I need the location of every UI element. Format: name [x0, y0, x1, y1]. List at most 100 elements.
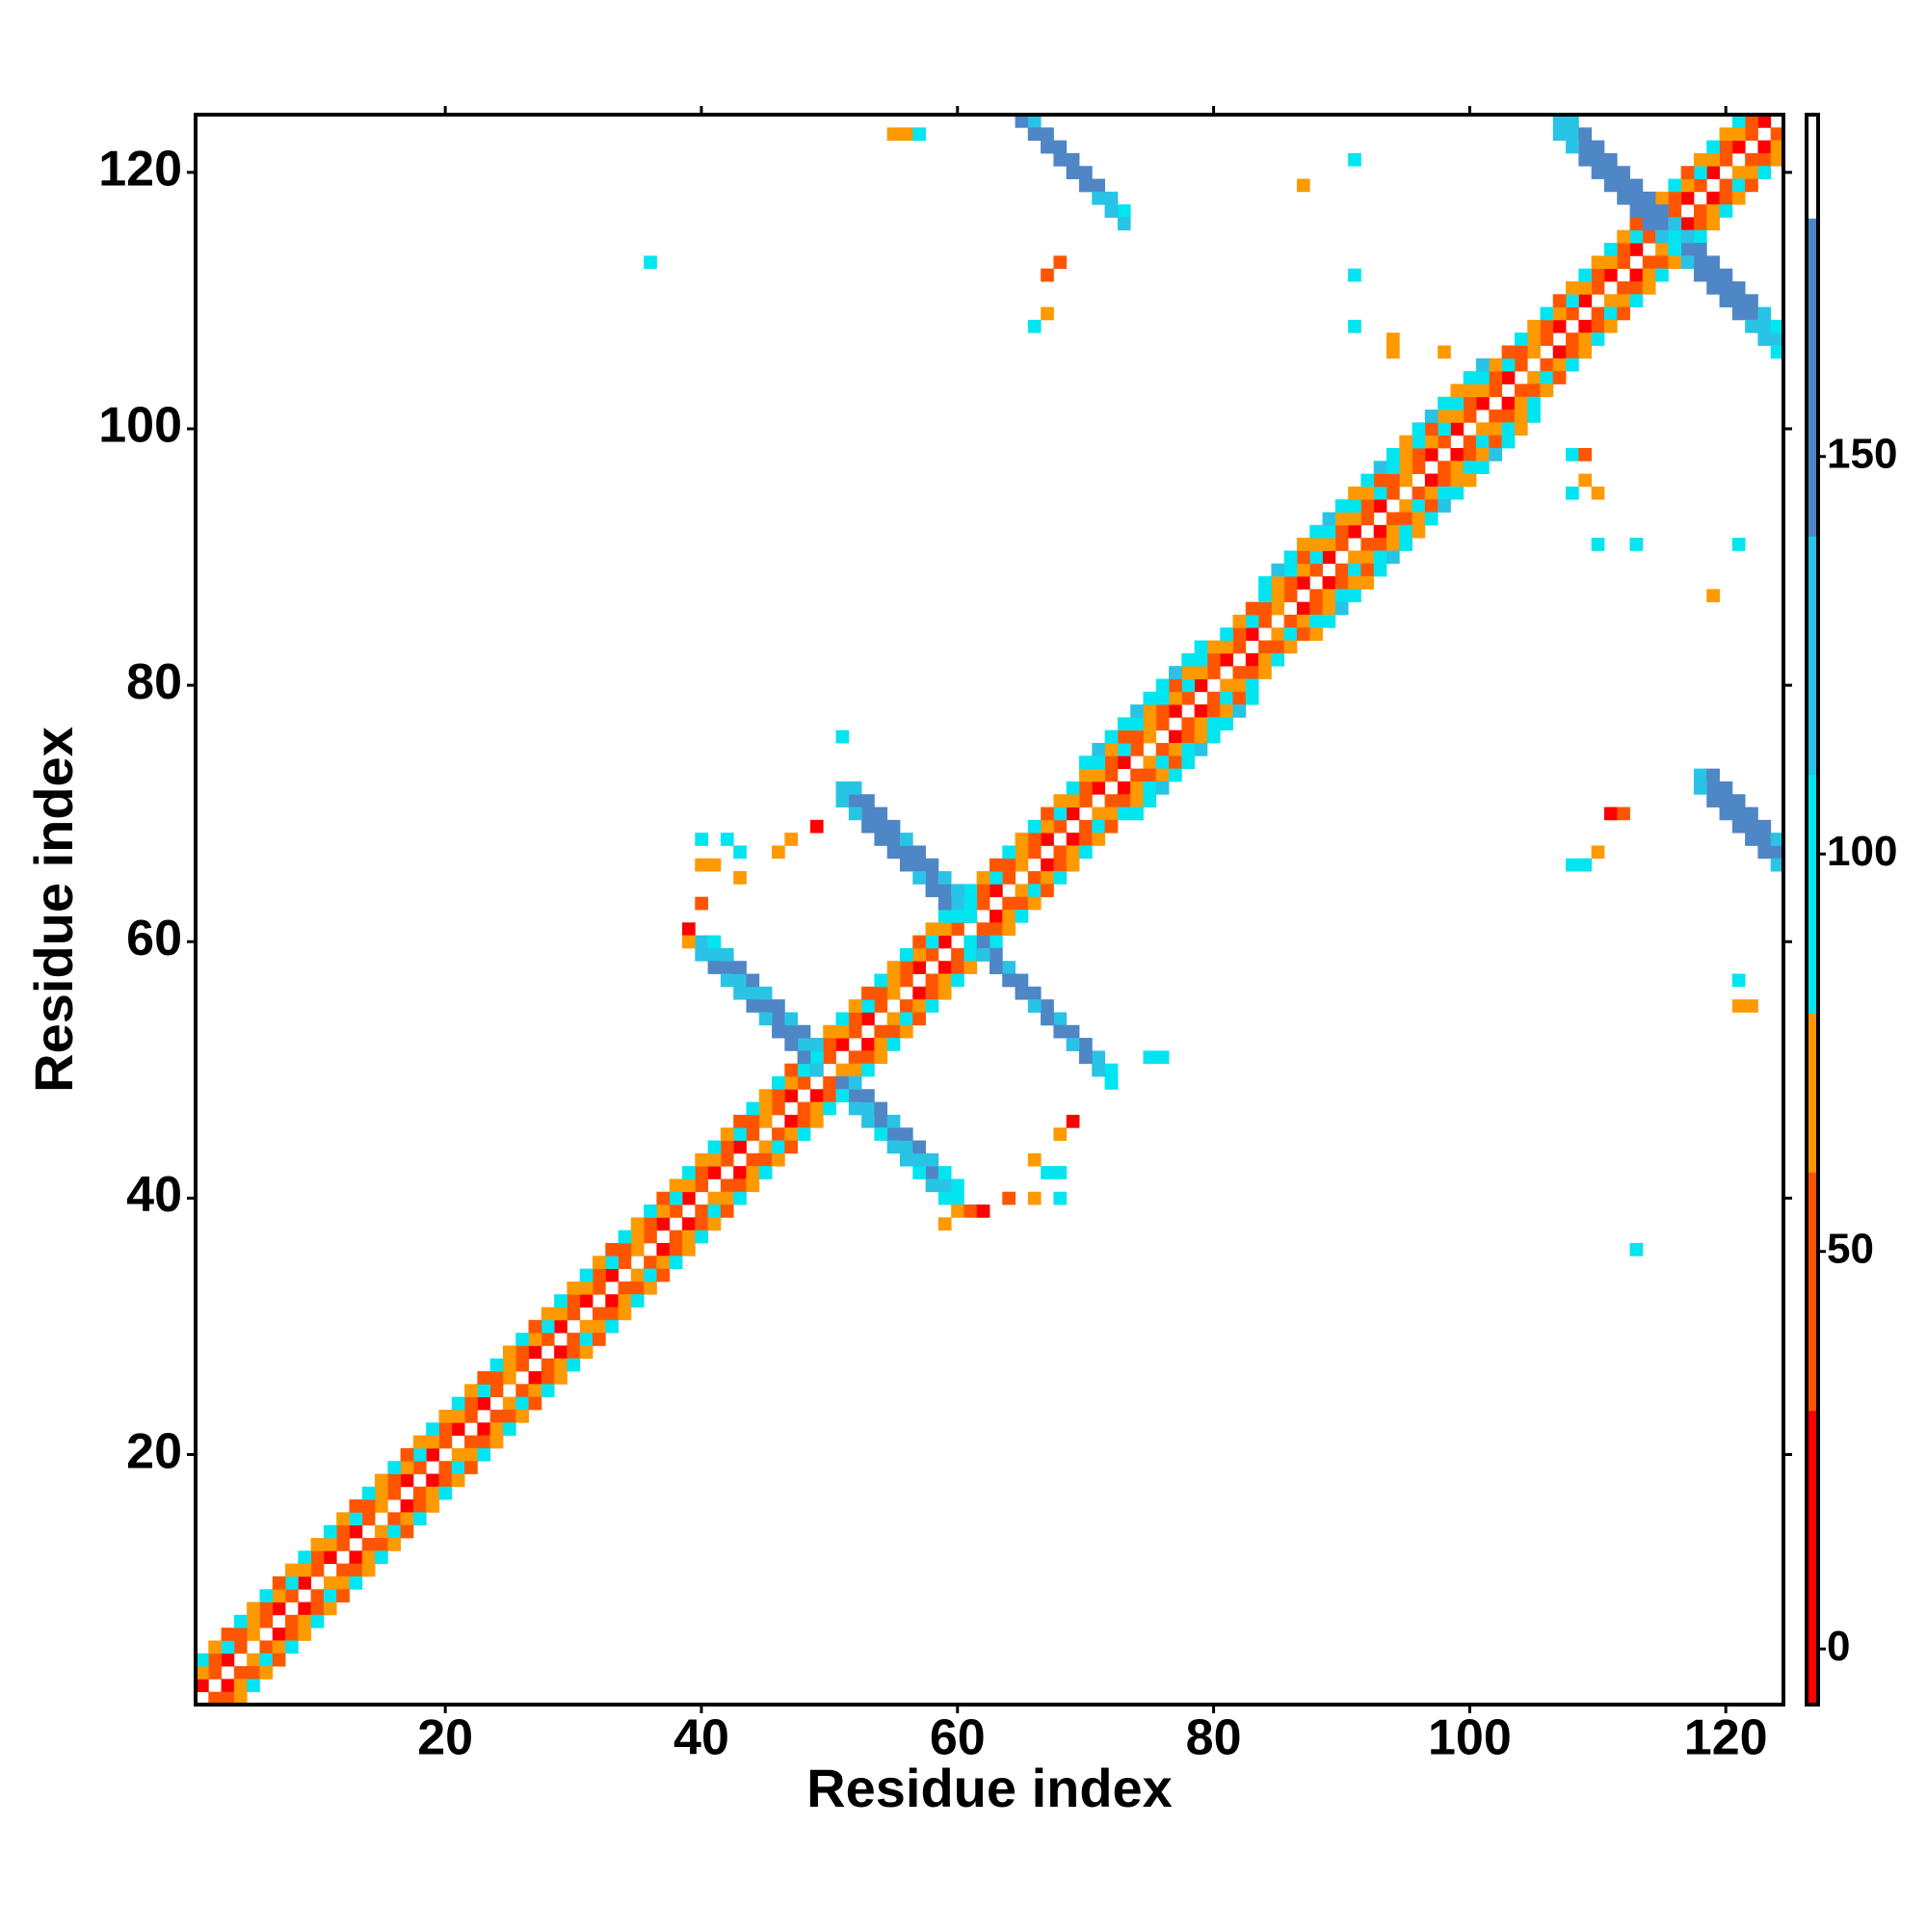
heatmap-cell	[695, 1204, 709, 1218]
heatmap-cell	[1232, 691, 1247, 705]
heatmap-cell	[1027, 127, 1042, 142]
heatmap-cell	[438, 1435, 453, 1449]
heatmap-cell	[1155, 755, 1170, 770]
heatmap-cell	[1680, 255, 1695, 270]
heatmap-cell	[489, 1409, 504, 1423]
heatmap-cell	[1360, 576, 1375, 590]
heatmap-cell	[1438, 499, 1451, 513]
heatmap-cell	[1642, 204, 1656, 218]
heatmap-cell	[1424, 473, 1439, 488]
heatmap-cell	[1578, 140, 1593, 154]
heatmap-cell	[1220, 652, 1233, 667]
heatmap-cell	[208, 1640, 222, 1654]
heatmap-cell	[1386, 486, 1400, 500]
heatmap-cell	[861, 1012, 875, 1026]
heatmap-cell	[886, 1127, 901, 1141]
heatmap-cell	[669, 1242, 683, 1257]
heatmap-cell	[1489, 371, 1503, 384]
heatmap-cell	[1655, 243, 1669, 256]
heatmap-cell	[1745, 178, 1758, 193]
heatmap-cell	[361, 1486, 376, 1500]
heatmap-cell	[579, 1345, 594, 1360]
heatmap-cell	[1169, 678, 1182, 693]
heatmap-cell	[1271, 640, 1285, 654]
heatmap-cell	[1041, 1166, 1054, 1179]
heatmap-cell	[336, 1524, 350, 1539]
heatmap-cell	[1245, 627, 1259, 641]
heatmap-cell	[976, 922, 990, 937]
heatmap-cell	[567, 1333, 581, 1346]
heatmap-cell	[733, 871, 747, 885]
heatmap-cell	[1617, 166, 1630, 179]
heatmap-cell	[1719, 127, 1733, 142]
heatmap-cell	[937, 973, 952, 988]
heatmap-cell	[593, 1333, 606, 1346]
heatmap-cell	[361, 1550, 376, 1565]
heatmap-cell	[874, 807, 888, 821]
heatmap-cell	[784, 1024, 799, 1039]
heatmap-cell	[1514, 396, 1528, 410]
heatmap-cell	[1745, 807, 1758, 821]
heatmap-cell	[387, 1538, 402, 1551]
heatmap-cell	[310, 1538, 325, 1551]
heatmap-cell	[349, 1575, 363, 1590]
heatmap-cell	[1629, 1242, 1644, 1257]
heatmap-cell	[1578, 127, 1593, 142]
heatmap-cell	[1617, 191, 1630, 205]
heatmap-cell	[1245, 666, 1259, 679]
heatmap-cell	[1680, 166, 1695, 179]
colorbar-segment	[1807, 1172, 1818, 1412]
heatmap-cell	[758, 1114, 773, 1128]
heatmap-cell	[233, 1679, 248, 1693]
heatmap-cell	[1066, 858, 1080, 872]
heatmap-cell	[489, 1422, 504, 1436]
heatmap-cell	[656, 1217, 671, 1231]
heatmap-cell	[323, 1601, 337, 1616]
heatmap-cell	[1220, 627, 1233, 641]
heatmap-cell	[1527, 371, 1541, 384]
heatmap-cell	[1092, 819, 1106, 834]
heatmap-cell	[1079, 819, 1093, 834]
heatmap-cell	[1296, 538, 1310, 551]
heatmap-cell	[1489, 410, 1503, 423]
heatmap-cell	[375, 1538, 388, 1551]
heatmap-cell	[1117, 743, 1131, 756]
heatmap-cell	[1194, 704, 1208, 718]
heatmap-cell	[1386, 550, 1400, 565]
heatmap-cell	[733, 845, 747, 860]
heatmap-cell	[1514, 332, 1528, 346]
heatmap-cell	[964, 947, 978, 962]
heatmap-cell	[1566, 140, 1579, 154]
heatmap-cell	[1617, 243, 1630, 256]
heatmap-cell	[861, 999, 875, 1013]
heatmap-cell	[1617, 178, 1630, 193]
heatmap-cell	[695, 1152, 709, 1167]
heatmap-cell	[285, 1628, 299, 1641]
heatmap-cell	[451, 1396, 465, 1411]
heatmap-cell	[861, 1050, 875, 1065]
heatmap-cell	[221, 1653, 235, 1667]
heatmap-cell	[1757, 306, 1772, 321]
heatmap-cell	[784, 1089, 799, 1102]
x-tick-label: 120	[1684, 1710, 1768, 1766]
heatmap-cell	[412, 1435, 427, 1449]
heatmap-cell	[1629, 229, 1644, 244]
heatmap-cell	[1668, 178, 1682, 193]
heatmap-cell	[656, 1256, 671, 1269]
heatmap-cell	[1450, 422, 1465, 437]
heatmap-cell	[1617, 294, 1630, 307]
heatmap-cell	[1002, 858, 1016, 872]
heatmap-cell	[567, 1358, 581, 1372]
heatmap-cell	[1527, 319, 1541, 333]
heatmap-cell	[1693, 178, 1707, 193]
heatmap-cell	[310, 1589, 325, 1602]
heatmap-cell	[1334, 512, 1349, 526]
heatmap-cell	[1642, 229, 1656, 244]
heatmap-cell	[682, 1178, 696, 1193]
heatmap-cell	[1450, 486, 1465, 500]
heatmap-cell	[925, 1166, 939, 1179]
heatmap-cell	[1578, 152, 1593, 167]
heatmap-cell	[1757, 845, 1772, 860]
heatmap-cell	[1770, 345, 1784, 359]
heatmap-cell	[925, 922, 939, 937]
